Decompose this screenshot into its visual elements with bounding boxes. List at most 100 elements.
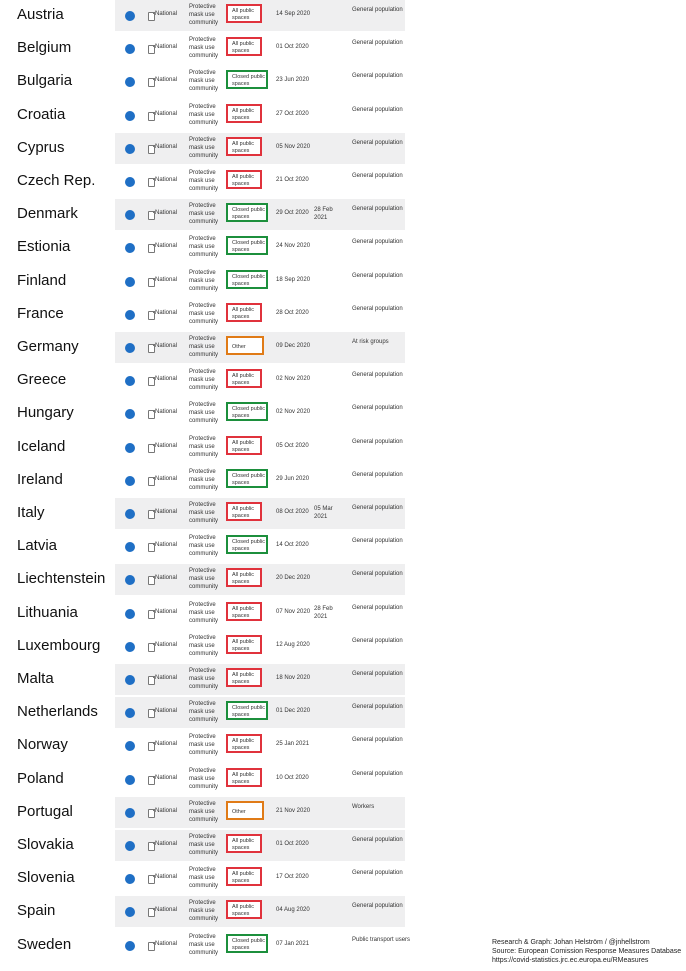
scope-box: Closed public spaces — [226, 933, 268, 953]
measure-label: Protective mask use community — [189, 37, 219, 60]
start-date: 24 Nov 2020 — [276, 243, 311, 250]
target-group: General population — [352, 737, 403, 744]
measure-label: Protective mask use community — [189, 933, 219, 956]
scope-box: All public spaces — [226, 734, 262, 754]
status-dot-icon — [125, 907, 135, 918]
country-row: Norway National Protective mask use commun… — [0, 730, 686, 763]
level-label: National — [155, 542, 178, 549]
start-date: 01 Dec 2020 — [276, 708, 311, 715]
country-name: Hungary — [17, 404, 74, 422]
scope-box: Other — [226, 336, 264, 355]
level-label: National — [155, 675, 178, 681]
start-date: 21 Oct 2020 — [276, 177, 309, 183]
status-dot-icon — [125, 210, 135, 221]
start-date: 05 Nov 2020 — [276, 143, 311, 150]
document-icon — [148, 45, 155, 55]
country-row: Slovenia National Protective mask use comm… — [0, 863, 686, 896]
start-date: 02 Nov 2020 — [276, 409, 311, 416]
scope-box: Closed public spaces — [226, 701, 268, 721]
document-icon — [148, 510, 155, 519]
document-icon — [148, 775, 155, 785]
country-row: Estionia National Protective mask use comm… — [0, 232, 686, 265]
start-date: 25 Jan 2021 — [276, 741, 310, 748]
start-date: 02 Nov 2020 — [276, 376, 311, 383]
status-dot-icon — [125, 708, 135, 719]
start-date: 12 Aug 2020 — [276, 641, 310, 648]
level-label: National — [155, 774, 178, 781]
start-date: 18 Sep 2020 — [276, 276, 311, 283]
target-group: At risk groups — [352, 339, 389, 345]
target-group: General population — [352, 106, 403, 113]
status-dot-icon — [125, 77, 135, 88]
country-row: Cyprus National Protective mask use commun… — [0, 132, 686, 166]
document-icon — [148, 808, 155, 818]
level-label: National — [155, 608, 178, 615]
target-group: Public transport users — [352, 936, 411, 943]
document-icon — [148, 410, 155, 420]
country-row: France National Protective mask use commun… — [0, 299, 686, 332]
measure-label: Protective mask use community — [189, 867, 219, 890]
scope-box: All public spaces — [226, 302, 262, 322]
measure-label: Protective mask use community — [189, 900, 219, 923]
start-date: 10 Oct 2020 — [276, 774, 309, 781]
status-dot-icon — [125, 276, 135, 287]
country-row: Spain National Protective mask use communi… — [0, 896, 686, 929]
scope-box: All public spaces — [226, 867, 262, 887]
target-group: General population — [352, 7, 403, 13]
document-icon — [148, 443, 155, 453]
scope-box: All public spaces — [226, 502, 262, 521]
measure-label: Protective mask use community — [189, 170, 219, 192]
status-dot-icon — [125, 343, 135, 353]
target-group: General population — [352, 538, 403, 545]
status-dot-icon — [125, 376, 135, 387]
target-group: General population — [352, 471, 403, 478]
country-row: Belgium National Protective mask use commu… — [0, 33, 686, 66]
scope-box: All public spaces — [226, 136, 262, 156]
scope-box: All public spaces — [226, 668, 262, 687]
level-label: National — [155, 77, 178, 84]
start-date: 18 Nov 2020 — [276, 675, 311, 681]
target-group: General population — [352, 173, 403, 179]
scope-box: Closed public spaces — [226, 203, 268, 223]
country-row: Liechtenstein National Protective mask use… — [0, 564, 686, 597]
scope-box: All public spaces — [226, 103, 262, 123]
country-row: Malta National Protective mask use communi… — [0, 664, 686, 697]
country-name: Slovenia — [17, 869, 75, 887]
country-name: Sweden — [17, 935, 72, 953]
document-icon — [148, 941, 155, 951]
country-row: Iceland National Protective mask use commu… — [0, 432, 686, 465]
level-label: National — [155, 940, 178, 947]
document-icon — [148, 476, 155, 486]
start-date: 20 Dec 2020 — [276, 575, 311, 582]
country-row: Luxembourg National Protective mask use co… — [0, 631, 686, 664]
country-name: Liechtenstein — [17, 570, 106, 588]
scope-box: All public spaces — [226, 4, 262, 23]
status-dot-icon — [125, 841, 135, 851]
document-icon — [148, 310, 155, 320]
start-date: 07 Nov 2020 — [276, 608, 311, 615]
level-label: National — [155, 841, 178, 847]
level-label: National — [155, 143, 178, 150]
status-dot-icon — [125, 475, 135, 486]
target-group: General population — [352, 139, 403, 146]
start-date: 09 Dec 2020 — [276, 343, 311, 349]
credits-author: Research & Graph: Johan Helström / @jnhe… — [492, 939, 650, 946]
measure-label: Protective mask use community — [189, 668, 219, 690]
country-name: Netherlands — [17, 703, 98, 721]
measure-label: Protective mask use community — [189, 767, 219, 790]
scope-box: All public spaces — [226, 369, 262, 389]
target-group: General population — [352, 438, 403, 445]
target-group: General population — [352, 305, 403, 312]
scope-box: All public spaces — [226, 170, 262, 189]
country-name: Greece — [17, 371, 67, 389]
country-row: Sweden National Protective mask use commun… — [0, 930, 686, 963]
measure-label: Protective mask use community — [189, 634, 219, 657]
measure-label: Protective mask use community — [189, 734, 219, 757]
status-dot-icon — [125, 874, 135, 885]
start-date: 01 Oct 2020 — [276, 841, 309, 847]
document-icon — [148, 78, 155, 88]
country-row: Bulgaria National Protective mask use comm… — [0, 66, 686, 99]
status-dot-icon — [125, 542, 135, 553]
target-group: General population — [352, 903, 403, 910]
scope-box: Closed public spaces — [226, 269, 268, 289]
